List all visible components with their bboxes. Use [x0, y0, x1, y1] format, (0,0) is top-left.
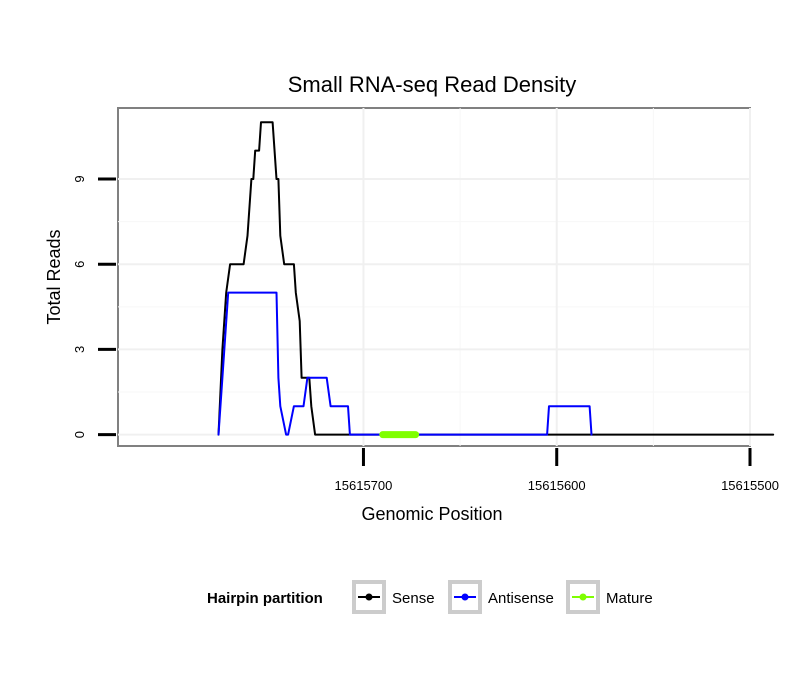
legend-title: Hairpin partition [207, 590, 323, 607]
x-tick-label: 15615700 [335, 478, 393, 493]
legend-label-antisense: Antisense [488, 590, 554, 607]
axes: 0 3 6 9 15615700 15615600 15615500 [72, 175, 779, 493]
panel-background [117, 107, 751, 447]
x-axis-title: Genomic Position [361, 504, 502, 524]
legend-key-antisense [448, 580, 482, 614]
series-sense-line [217, 121, 775, 436]
y-axis-title: Total Reads [44, 229, 64, 324]
legend-label-sense: Sense [392, 590, 435, 607]
legend-item-sense: Sense [352, 580, 435, 614]
x-tick-label: 15615600 [528, 478, 586, 493]
legend: Hairpin partition Sense Antisense Mature [207, 580, 653, 614]
x-tick-label: 15615500 [721, 478, 779, 493]
y-tick-label: 6 [72, 261, 87, 268]
series-layer [217, 121, 775, 439]
series-antisense-line [217, 291, 593, 436]
legend-label-mature: Mature [606, 590, 653, 607]
y-tick-label: 9 [72, 175, 87, 182]
legend-item-mature: Mature [566, 580, 653, 614]
legend-item-antisense: Antisense [448, 580, 554, 614]
legend-dot-sense [365, 593, 373, 601]
y-tick-label: 0 [72, 431, 87, 438]
legend-dot-antisense [461, 593, 469, 601]
legend-dot-mature [579, 593, 587, 601]
y-tick-label: 3 [72, 346, 87, 353]
chart-title: Small RNA-seq Read Density [288, 72, 577, 97]
